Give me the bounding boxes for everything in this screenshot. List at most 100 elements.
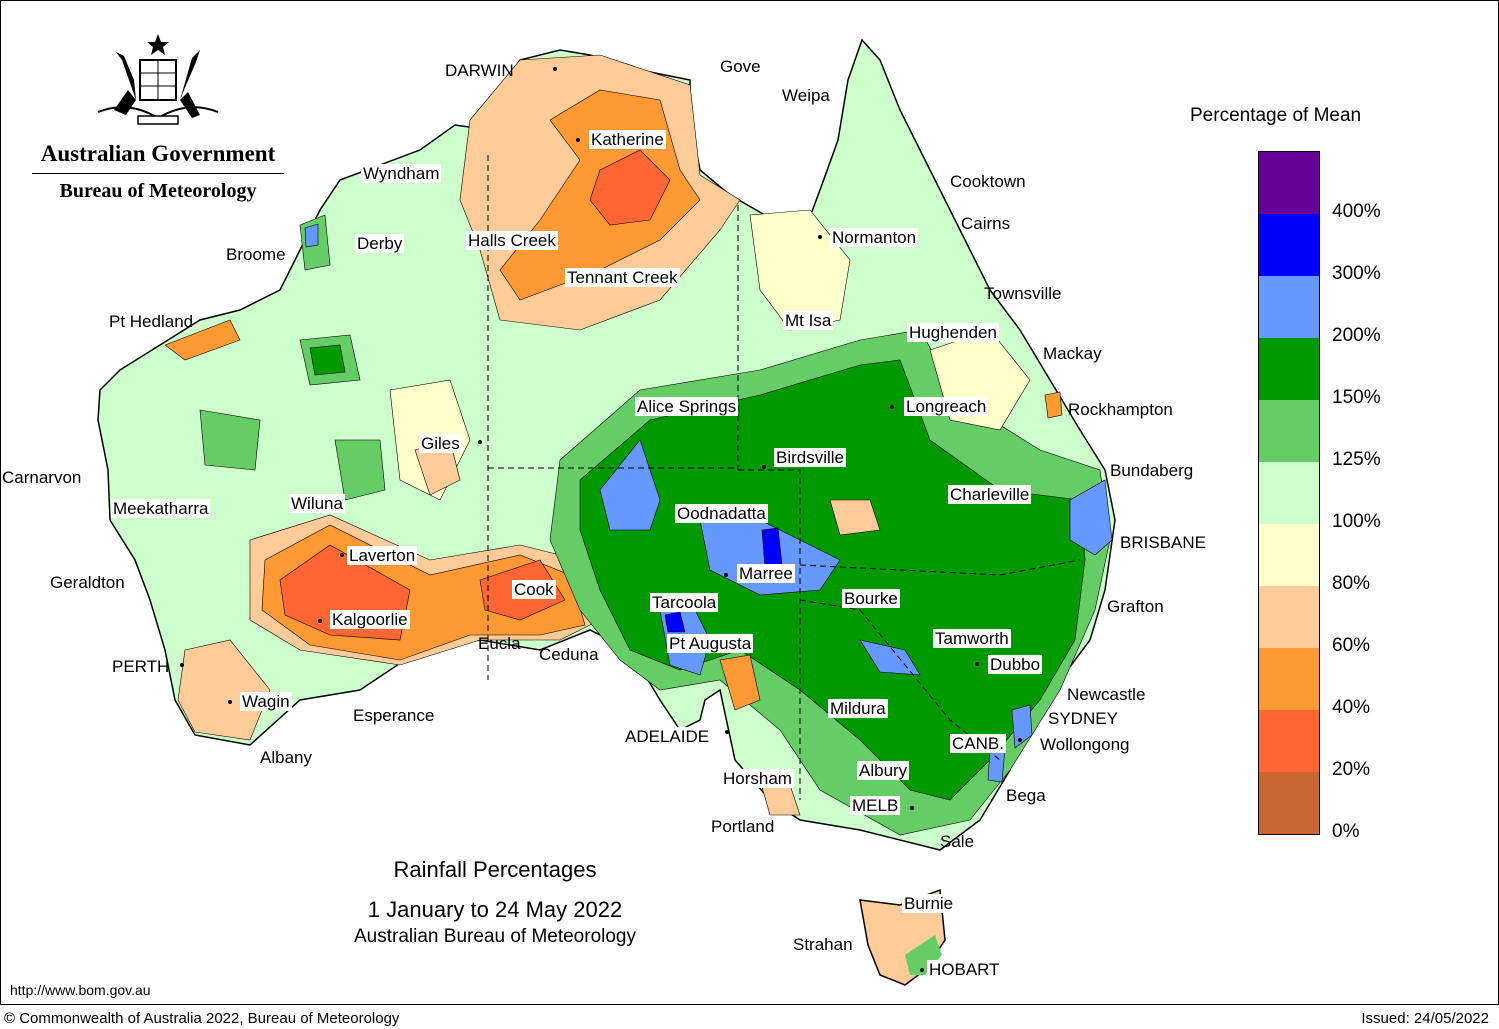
place-label-cairns: Cairns [961, 214, 1011, 233]
city-dot [724, 573, 728, 577]
legend-tick-label: 40% [1332, 697, 1371, 718]
branding-divider [32, 173, 284, 174]
place-label-brisbane: BRISBANE [1120, 533, 1206, 552]
legend-tick-label: 400% [1332, 201, 1381, 222]
place-label-canberra: CANB. [950, 734, 1006, 753]
place-label-melbourne: MELB [850, 796, 901, 815]
legend-swatch [1259, 710, 1319, 772]
city-dot [725, 730, 729, 734]
legend-swatch [1259, 648, 1319, 710]
place-label-tennant-creek: Tennant Creek [565, 268, 680, 287]
website-link[interactable]: http://www.bom.gov.au [10, 982, 151, 998]
issued-date: Issued: 24/05/2022 [1361, 1010, 1489, 1027]
place-label-burnie: Burnie [902, 894, 956, 913]
city-dot [340, 553, 344, 557]
place-label-newcastle: Newcastle [1067, 685, 1146, 704]
city-dot [762, 465, 766, 469]
city-dot [180, 663, 184, 667]
city-dot [975, 662, 979, 666]
place-label-meekatharra: Meekatharra [111, 499, 211, 518]
legend-tick-label: 20% [1332, 759, 1371, 780]
place-label-halls-creek: Halls Creek [466, 231, 558, 250]
legend-tick-label: 200% [1332, 325, 1381, 346]
legend-swatch [1259, 772, 1319, 834]
city-dot [553, 67, 557, 71]
place-label-longreach: Longreach [904, 397, 989, 416]
place-label-hughenden: Hughenden [907, 323, 999, 342]
agency-name: Bureau of Meteorology [59, 180, 257, 202]
place-label-perth: PERTH [112, 657, 170, 676]
place-label-mackay: Mackay [1043, 344, 1102, 363]
place-label-geraldton: Geraldton [50, 573, 125, 592]
place-label-albany: Albany [260, 748, 312, 767]
legend-tick-label: 150% [1332, 387, 1381, 408]
place-label-mt-isa: Mt Isa [783, 311, 834, 330]
city-dot [576, 138, 580, 142]
map-source: Australian Bureau of Meteorology [354, 926, 636, 947]
place-label-gove: Gove [720, 57, 761, 76]
place-label-adelaide: ADELAIDE [623, 727, 712, 746]
place-label-dubbo: Dubbo [988, 655, 1043, 674]
city-dot [478, 440, 482, 444]
state-borders [487, 155, 1081, 800]
place-label-marree: Marree [737, 564, 795, 583]
place-label-oodnadatta: Oodnadatta [675, 504, 768, 523]
city-dot [910, 806, 914, 810]
place-label-eucla: Eucla [478, 634, 521, 653]
place-label-cook: Cook [512, 580, 556, 599]
legend-title: Percentage of Mean [1190, 105, 1362, 126]
place-label-rockhampton: Rockhampton [1068, 400, 1173, 419]
place-label-mildura: Mildura [828, 699, 888, 718]
legend-swatch [1259, 462, 1319, 524]
place-label-pt-hedland: Pt Hedland [109, 312, 194, 331]
place-label-horsham: Horsham [721, 769, 794, 788]
place-label-laverton: Laverton [347, 546, 418, 565]
map-title-block: Rainfall Percentages 1 January to 24 May… [330, 858, 660, 948]
place-label-derby: Derby [355, 234, 405, 253]
place-label-bega: Bega [1006, 786, 1046, 805]
map-period: 1 January to 24 May 2022 [367, 897, 623, 922]
government-name: Australian Government [40, 141, 276, 166]
place-label-pt-augusta: Pt Augusta [667, 634, 754, 653]
place-label-ceduna: Ceduna [539, 645, 599, 664]
city-dot [228, 700, 232, 704]
place-label-katherine: Katherine [589, 130, 666, 149]
place-label-wyndham: Wyndham [361, 164, 442, 183]
government-branding: Australian Government Bureau of Meteorol… [28, 30, 288, 203]
legend-swatch [1259, 214, 1319, 276]
place-label-strahan: Strahan [793, 935, 853, 954]
place-label-weipa: Weipa [782, 86, 830, 105]
place-label-portland: Portland [711, 817, 775, 836]
legend-swatch [1259, 400, 1319, 462]
legend-tick-label: 0% [1332, 821, 1360, 842]
place-label-wollongong: Wollongong [1040, 735, 1130, 754]
region-200-300-sa [599, 439, 661, 531]
coat-of-arms-icon [97, 34, 219, 125]
place-label-wiluna: Wiluna [289, 494, 345, 513]
place-label-townsville: Townsville [984, 284, 1062, 303]
place-label-kalgoorlie: Kalgoorlie [330, 610, 410, 629]
legend-tick-label: 300% [1332, 263, 1381, 284]
place-label-darwin: DARWIN [445, 61, 514, 80]
place-label-carnarvon: Carnarvon [2, 468, 82, 487]
city-dot [1018, 738, 1022, 742]
legend-tick-label: 100% [1332, 511, 1381, 532]
legend-swatch [1259, 338, 1319, 400]
place-label-tamworth: Tamworth [933, 629, 1011, 648]
city-dot [920, 968, 924, 972]
place-label-alice-springs: Alice Springs [635, 397, 739, 416]
place-label-grafton: Grafton [1107, 597, 1164, 616]
legend-tick-label: 60% [1332, 635, 1371, 656]
copyright-notice: © Commonwealth of Australia 2022, Bureau… [4, 1010, 400, 1027]
region-20-40-north [589, 149, 671, 226]
city-dot [890, 405, 894, 409]
legend-color-bar [1258, 151, 1320, 835]
legend-tick-label: 125% [1332, 449, 1381, 470]
legend-tick-label: 80% [1332, 573, 1371, 594]
city-dot [818, 235, 822, 239]
place-label-sale: Sale [940, 832, 975, 851]
place-label-cooktown: Cooktown [950, 172, 1026, 191]
legend-swatch [1259, 586, 1319, 648]
place-label-hobart: HOBART [927, 960, 1002, 979]
place-label-tarcoola: Tarcoola [650, 593, 719, 612]
